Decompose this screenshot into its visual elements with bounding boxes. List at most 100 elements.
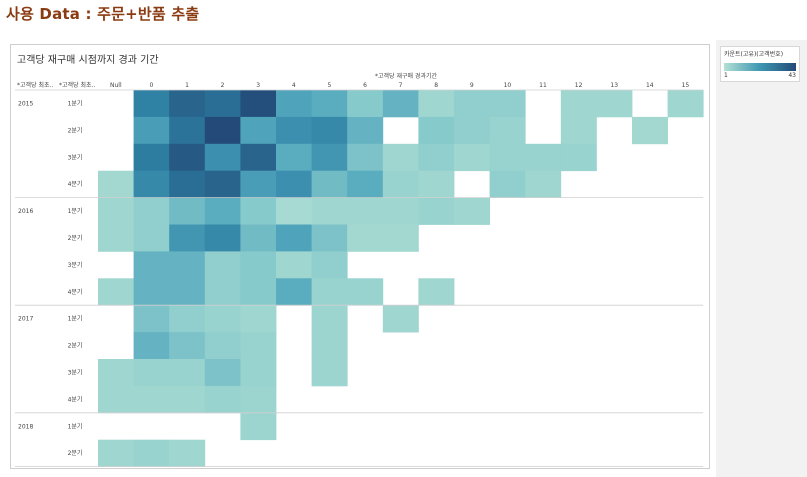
heatmap-cell[interactable] (240, 90, 277, 118)
heatmap-cell[interactable] (454, 116, 490, 145)
color-legend[interactable]: 카운트(고유)(고객번호) 1 43 (720, 46, 800, 82)
heatmap-cell[interactable] (240, 116, 277, 145)
heatmap-cell[interactable] (169, 278, 206, 306)
heatmap-cell[interactable] (133, 305, 170, 333)
heatmap-cell[interactable] (204, 251, 241, 279)
heatmap-cell[interactable] (418, 170, 455, 198)
heatmap-cell[interactable] (204, 116, 241, 145)
heatmap-cell[interactable] (347, 170, 384, 198)
heatmap-cell[interactable] (311, 143, 348, 172)
heatmap-cell[interactable] (311, 251, 348, 279)
heatmap-cell[interactable] (382, 170, 419, 198)
heatmap-cell[interactable] (240, 305, 277, 333)
heatmap-cell[interactable] (418, 116, 455, 145)
heatmap-cell[interactable] (98, 439, 134, 467)
heatmap-cell[interactable] (204, 278, 241, 306)
heatmap-cell[interactable] (240, 224, 277, 252)
heatmap-cell[interactable] (204, 359, 241, 387)
heatmap-cell[interactable] (169, 90, 206, 118)
heatmap-cell[interactable] (311, 278, 348, 306)
heatmap-cell[interactable] (489, 116, 526, 145)
heatmap-cell[interactable] (133, 143, 170, 172)
heatmap-cell[interactable] (311, 224, 348, 252)
heatmap-cell[interactable] (204, 143, 241, 172)
heatmap-cell[interactable] (98, 359, 134, 387)
heatmap-cell[interactable] (169, 251, 206, 279)
heatmap-cell[interactable] (240, 278, 277, 306)
heatmap-cell[interactable] (382, 197, 419, 225)
heatmap-cell[interactable] (418, 143, 455, 172)
heatmap-cell[interactable] (240, 332, 277, 360)
heatmap-cell[interactable] (204, 224, 241, 252)
heatmap-cell[interactable] (418, 278, 455, 306)
heatmap-cell[interactable] (347, 116, 384, 145)
heatmap-cell[interactable] (276, 197, 312, 225)
heatmap-cell[interactable] (169, 305, 206, 333)
heatmap-cell[interactable] (525, 170, 562, 198)
heatmap-cell[interactable] (454, 143, 490, 172)
heatmap-cell[interactable] (311, 197, 348, 225)
heatmap-cell[interactable] (276, 278, 312, 306)
heatmap-cell[interactable] (133, 116, 170, 145)
heatmap-cell[interactable] (133, 332, 170, 360)
heatmap-cell[interactable] (133, 224, 170, 252)
heatmap-cell[interactable] (560, 116, 597, 145)
heatmap-cell[interactable] (489, 143, 526, 172)
heatmap-cell[interactable] (133, 251, 170, 279)
heatmap-cell[interactable] (169, 439, 206, 467)
heatmap-cell[interactable] (276, 116, 312, 145)
heatmap-cell[interactable] (169, 224, 206, 252)
heatmap-cell[interactable] (204, 385, 241, 414)
heatmap-cell[interactable] (169, 170, 206, 198)
heatmap-cell[interactable] (454, 90, 490, 118)
heatmap-cell[interactable] (382, 224, 419, 252)
heatmap-cell[interactable] (632, 116, 668, 145)
heatmap-cell[interactable] (169, 197, 206, 225)
heatmap-cell[interactable] (204, 332, 241, 360)
heatmap-cell[interactable] (240, 359, 277, 387)
heatmap-cell[interactable] (133, 197, 170, 225)
heatmap-cell[interactable] (98, 385, 134, 414)
heatmap-cell[interactable] (133, 170, 170, 198)
heatmap-cell[interactable] (240, 412, 277, 441)
heatmap-cell[interactable] (418, 90, 455, 118)
heatmap-cell[interactable] (169, 116, 206, 145)
heatmap-cell[interactable] (311, 90, 348, 118)
heatmap-cell[interactable] (133, 90, 170, 118)
heatmap-cell[interactable] (240, 197, 277, 225)
heatmap-cell[interactable] (382, 305, 419, 333)
heatmap-cell[interactable] (489, 170, 526, 198)
heatmap-cell[interactable] (347, 278, 384, 306)
heatmap-cell[interactable] (276, 224, 312, 252)
heatmap-cell[interactable] (204, 305, 241, 333)
heatmap-cell[interactable] (204, 90, 241, 118)
heatmap-cell[interactable] (347, 143, 384, 172)
heatmap-cell[interactable] (596, 90, 633, 118)
heatmap-cell[interactable] (169, 359, 206, 387)
heatmap-cell[interactable] (311, 332, 348, 360)
heatmap-cell[interactable] (98, 224, 134, 252)
heatmap-cell[interactable] (311, 116, 348, 145)
heatmap-cell[interactable] (560, 143, 597, 172)
heatmap-cell[interactable] (276, 143, 312, 172)
heatmap-cell[interactable] (169, 332, 206, 360)
heatmap-cell[interactable] (276, 170, 312, 198)
heatmap-cell[interactable] (169, 385, 206, 414)
heatmap-cell[interactable] (311, 170, 348, 198)
heatmap-cell[interactable] (276, 90, 312, 118)
heatmap-cell[interactable] (347, 90, 384, 118)
heatmap-cell[interactable] (204, 197, 241, 225)
heatmap-cell[interactable] (133, 385, 170, 414)
heatmap-cell[interactable] (382, 90, 419, 118)
heatmap-cell[interactable] (169, 143, 206, 172)
heatmap-cell[interactable] (311, 359, 348, 387)
heatmap-cell[interactable] (525, 143, 562, 172)
heatmap-cell[interactable] (667, 90, 704, 118)
heatmap-cell[interactable] (133, 359, 170, 387)
heatmap-cell[interactable] (133, 439, 170, 467)
heatmap-cell[interactable] (133, 278, 170, 306)
heatmap-cell[interactable] (240, 251, 277, 279)
heatmap-cell[interactable] (98, 278, 134, 306)
heatmap-cell[interactable] (347, 224, 384, 252)
heatmap-cell[interactable] (204, 170, 241, 198)
